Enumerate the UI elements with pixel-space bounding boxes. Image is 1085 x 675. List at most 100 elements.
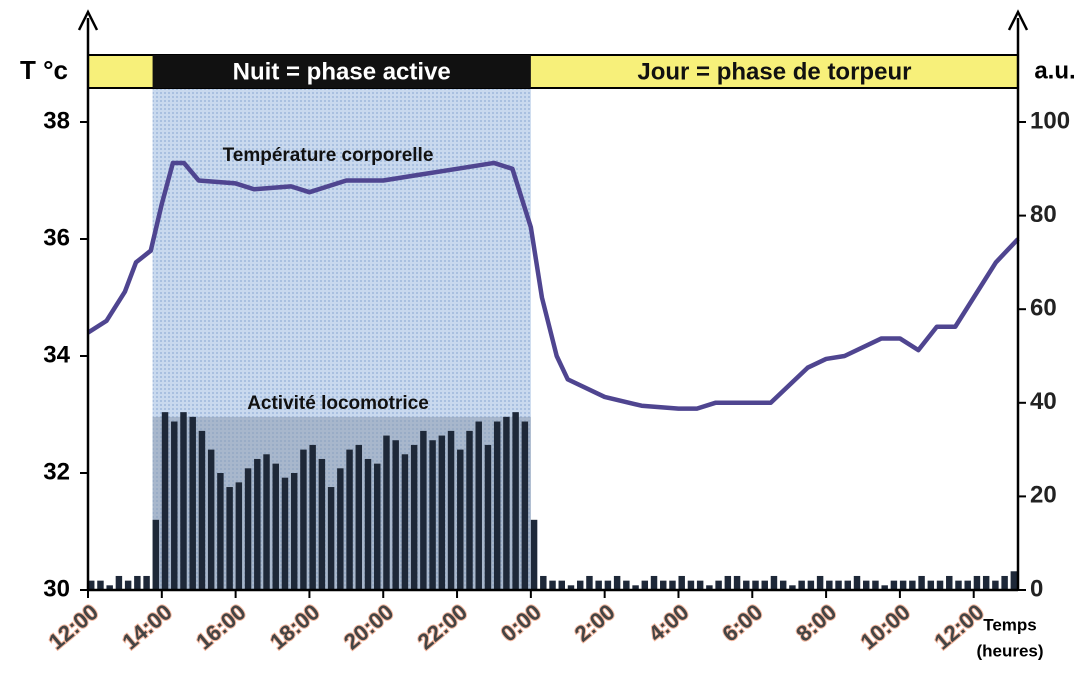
activity-bar (447, 430, 455, 590)
activity-bar (337, 468, 344, 590)
activity-bar (927, 580, 935, 590)
y-tick-label: 32 (43, 458, 70, 485)
activity-bar (420, 430, 427, 590)
activity-bar (263, 454, 270, 590)
activity-bar (198, 430, 206, 590)
activity-bar (715, 580, 722, 590)
activity-bar (410, 444, 418, 590)
x-axis-label: (heures) (976, 641, 1043, 660)
activity-bar (567, 585, 575, 590)
night-label: Nuit = phase active (233, 58, 451, 85)
activity-bar (696, 580, 704, 590)
activity-bar (97, 580, 104, 590)
axis-arrow (1007, 9, 1029, 31)
activity-bar (909, 580, 916, 590)
activity-bar (650, 575, 658, 590)
activity-bar (558, 580, 565, 590)
activity-bar (429, 440, 436, 590)
y-axis-label: T °c (20, 55, 68, 85)
activity-bar (207, 449, 215, 590)
series-label: Activité locomotrice (247, 393, 429, 414)
activity-bar (936, 580, 944, 590)
activity-bar (789, 585, 796, 590)
activity-bar (318, 458, 326, 590)
y-tick-label: 38 (43, 107, 70, 134)
activity-bar (761, 580, 768, 590)
x-tick-label: 16:00 (191, 599, 250, 654)
activity-bar (355, 444, 363, 590)
activity-bar (1010, 571, 1018, 590)
activity-bar (309, 444, 316, 590)
activity-bar (171, 421, 178, 590)
activity-bar (770, 575, 778, 590)
temperature-line (86, 160, 1020, 411)
activity-bar (134, 575, 141, 590)
activity-bar (1001, 575, 1008, 590)
activity-bar (401, 454, 409, 590)
activity-bar (152, 519, 160, 590)
activity-bar (346, 449, 353, 590)
activity-bar (226, 487, 233, 590)
y2-tick-label: 60 (1030, 295, 1057, 322)
x-tick-label: 10:00 (856, 599, 915, 654)
activity-bar (484, 444, 492, 590)
activity-bar (687, 580, 695, 590)
series-label: Température corporelle (223, 145, 434, 166)
activity-bar (678, 575, 685, 590)
activity-bar (623, 580, 630, 590)
activity-bar (816, 575, 824, 590)
activity-bar (124, 580, 132, 590)
y-tick-label: 36 (43, 224, 70, 251)
activity-bar (604, 580, 612, 590)
activity-bar (733, 575, 741, 590)
activity-bar (235, 482, 243, 590)
activity-bar (826, 580, 833, 590)
activity-bar (752, 580, 759, 590)
activity-bar (392, 440, 399, 590)
y2-tick-label: 80 (1030, 201, 1057, 228)
activity-bar (890, 580, 898, 590)
x-axis-label: Temps (983, 615, 1037, 634)
night-band (152, 55, 531, 88)
activity-bar (106, 585, 113, 590)
activity-bar (586, 575, 593, 590)
y2-tick-label: 20 (1030, 482, 1057, 509)
y2-tick-label: 40 (1030, 388, 1057, 415)
activity-bar (807, 580, 815, 590)
activity-bar (641, 580, 649, 590)
x-tick-label: 22:00 (413, 599, 472, 654)
activity-bar (290, 473, 298, 590)
activity-bar (383, 435, 390, 590)
x-tick-label: 0:00 (496, 599, 546, 646)
activity-bar (992, 580, 999, 590)
activity-bar (982, 575, 990, 590)
activity-bar (180, 412, 187, 590)
activity-bar (549, 580, 556, 590)
x-tick-label: 18:00 (265, 599, 324, 654)
activity-bar (493, 421, 501, 590)
activity-bar (530, 519, 538, 590)
y-tick-label: 34 (43, 341, 70, 368)
activity-bar (669, 580, 676, 590)
x-tick-label: 4:00 (644, 599, 694, 646)
activity-bar (835, 580, 842, 590)
x-tick-label: 12:00 (44, 599, 103, 654)
activity-bar (272, 463, 279, 590)
y2-tick-label: 100 (1030, 107, 1070, 134)
activity-bar (798, 580, 805, 590)
activity-bar (254, 458, 261, 590)
activity-bar (281, 477, 289, 590)
activity-bar (217, 473, 224, 590)
activity-bar (327, 487, 335, 590)
y-tick-label: 30 (43, 575, 70, 602)
activity-bar (503, 416, 510, 590)
activity-bar (143, 575, 150, 590)
activity-bar (881, 585, 888, 590)
activity-bar (853, 575, 861, 590)
activity-bar (632, 585, 639, 590)
activity-bar (374, 463, 381, 590)
activity-bar (364, 458, 372, 590)
activity-bar (466, 430, 473, 590)
activity-bar (863, 580, 870, 590)
